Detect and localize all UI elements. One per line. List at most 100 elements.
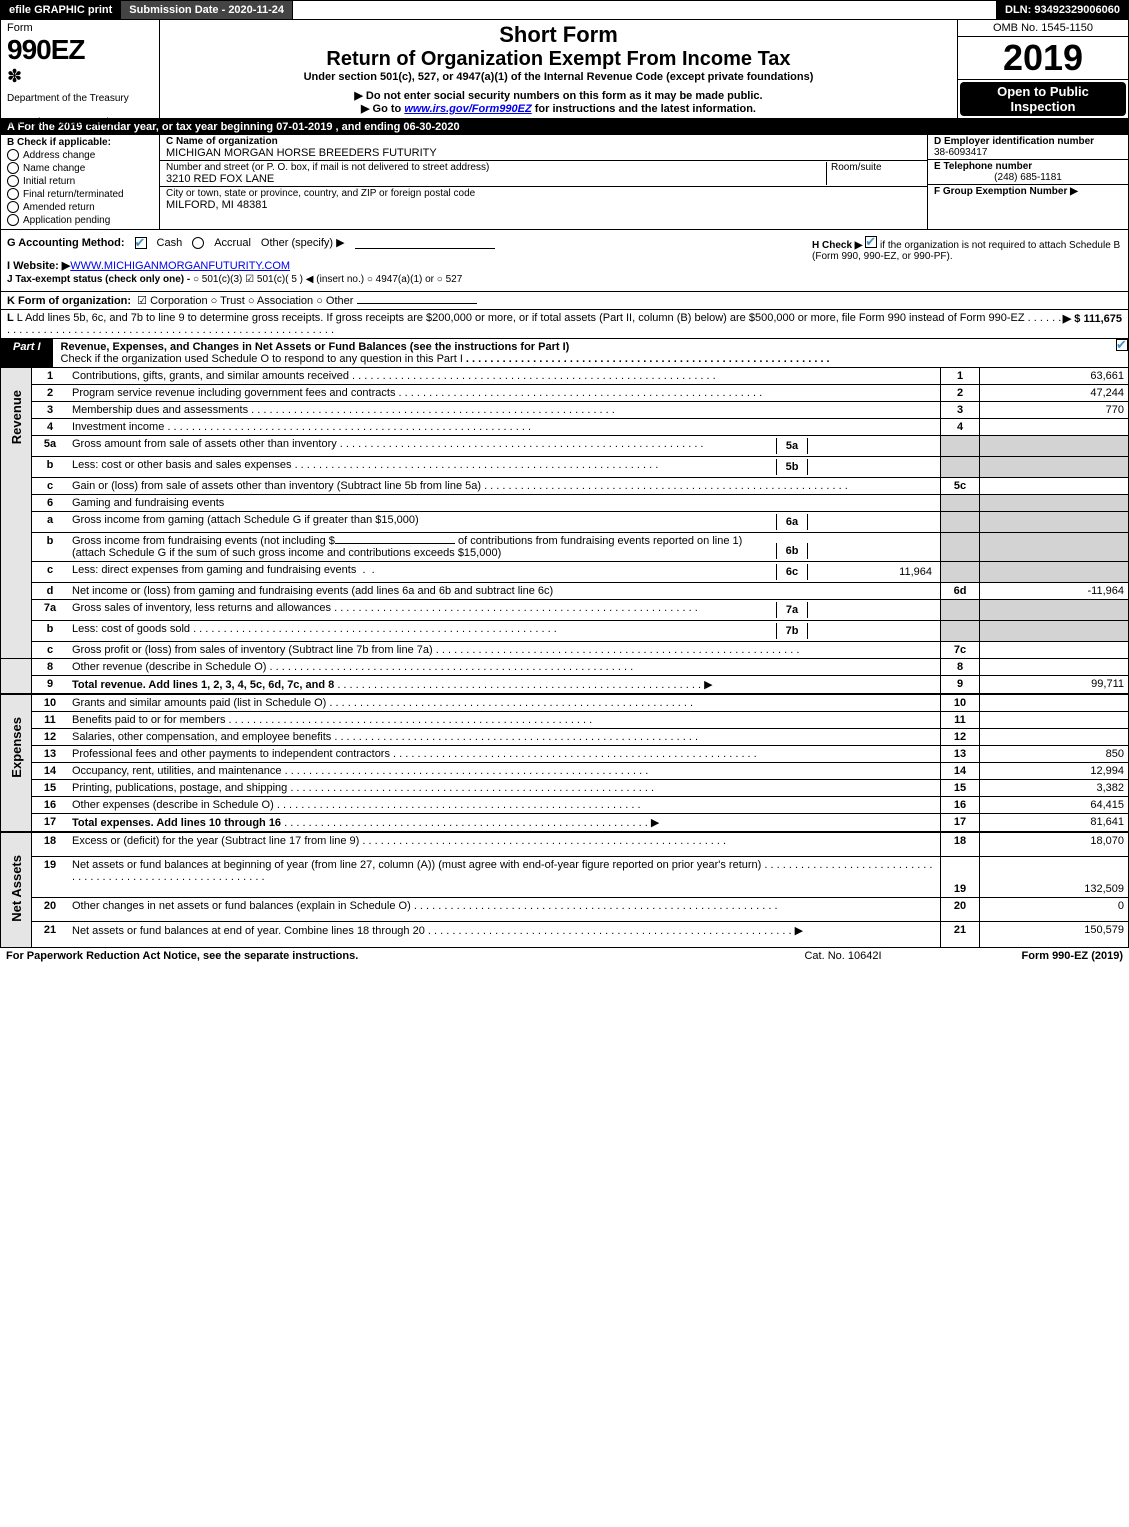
check-amended-return[interactable]: Amended return bbox=[7, 201, 153, 213]
table-row: 16Other expenses (describe in Schedule O… bbox=[1, 797, 1129, 814]
group-exemption-label: F Group Exemption Number ▶ bbox=[934, 186, 1122, 197]
street-address: 3210 RED FOX LANE bbox=[166, 173, 826, 185]
table-row: 3Membership dues and assessments3770 bbox=[1, 402, 1129, 419]
table-row: 6Gaming and fundraising events bbox=[1, 495, 1129, 512]
table-row: bLess: cost or other basis and sales exp… bbox=[1, 457, 1129, 478]
net-assets-sidebar: Net Assets bbox=[9, 835, 24, 942]
other-specify-input[interactable] bbox=[355, 236, 495, 249]
table-row: Expenses10Grants and similar amounts pai… bbox=[1, 694, 1129, 712]
line-j: J Tax-exempt status (check only one) - ○… bbox=[7, 274, 800, 285]
right-header-column: OMB No. 1545-1150 2019 Open to Public In… bbox=[958, 20, 1128, 118]
efile-print[interactable]: efile GRAPHIC print bbox=[1, 1, 121, 19]
room-suite-label: Room/suite bbox=[826, 162, 921, 185]
page-footer: For Paperwork Reduction Act Notice, see … bbox=[0, 948, 1129, 964]
part-i-title: Revenue, Expenses, and Changes in Net As… bbox=[53, 339, 1106, 367]
check-initial-return[interactable]: Initial return bbox=[7, 175, 153, 187]
line-l: L L Add lines 5b, 6c, and 7b to line 9 t… bbox=[0, 310, 1129, 339]
form-number: 990EZ bbox=[7, 34, 153, 66]
ein-label: D Employer identification number bbox=[934, 136, 1122, 147]
tax-year: 2019 bbox=[958, 37, 1128, 80]
table-row: cLess: direct expenses from gaming and f… bbox=[1, 562, 1129, 583]
table-row: 11Benefits paid to or for members11 bbox=[1, 712, 1129, 729]
line-k: K Form of organization: ☑ Corporation ○ … bbox=[0, 292, 1129, 310]
table-row: 20Other changes in net assets or fund ba… bbox=[1, 898, 1129, 922]
part-i-tab: Part I bbox=[1, 339, 53, 367]
open-to-public: Open to Public Inspection bbox=[960, 82, 1126, 116]
table-row: 13Professional fees and other payments t… bbox=[1, 746, 1129, 763]
table-row: 21Net assets or fund balances at end of … bbox=[1, 922, 1129, 947]
footer-right: Form 990-EZ (2019) bbox=[943, 950, 1123, 962]
other-specify: Other (specify) ▶ bbox=[261, 236, 345, 249]
title-column: Short Form Return of Organization Exempt… bbox=[160, 20, 958, 118]
footer-cat: Cat. No. 10642I bbox=[743, 950, 943, 962]
website-url[interactable]: WWW.MICHIGANMORGANFUTURITY.COM bbox=[70, 260, 290, 272]
table-row: 4Investment income4 bbox=[1, 419, 1129, 436]
goto-link[interactable]: ▶ Go to ▶ Go to www.irs.gov/Form990EZ fo… bbox=[168, 102, 949, 115]
box-b-title: B Check if applicable: bbox=[7, 137, 153, 148]
calendar-year-line: A For the 2019 calendar year, or tax yea… bbox=[0, 119, 1129, 135]
table-row: 17Total expenses. Add lines 10 through 1… bbox=[1, 814, 1129, 833]
city-label: City or town, state or province, country… bbox=[166, 188, 921, 199]
form-number-column: Form 990EZ ✽ Department of the Treasury … bbox=[1, 20, 160, 118]
table-row: 19Net assets or fund balances at beginni… bbox=[1, 857, 1129, 898]
ein-value: 38-6093417 bbox=[934, 147, 1122, 158]
topbar-spacer bbox=[293, 1, 997, 19]
table-row: 9Total revenue. Add lines 1, 2, 3, 4, 5c… bbox=[1, 676, 1129, 695]
check-final-return[interactable]: Final return/terminated bbox=[7, 188, 153, 200]
expenses-sidebar: Expenses bbox=[9, 697, 24, 798]
table-row: 14Occupancy, rent, utilities, and mainte… bbox=[1, 763, 1129, 780]
table-row: 8Other revenue (describe in Schedule O)8 bbox=[1, 659, 1129, 676]
table-row: cGross profit or (loss) from sales of in… bbox=[1, 642, 1129, 659]
box-b: B Check if applicable: Address change Na… bbox=[1, 135, 160, 229]
part-i-header: Part I Revenue, Expenses, and Changes in… bbox=[0, 339, 1129, 368]
table-row: 15Printing, publications, postage, and s… bbox=[1, 780, 1129, 797]
phone-label: E Telephone number bbox=[934, 161, 1122, 172]
revenue-sidebar: Revenue bbox=[9, 370, 24, 464]
dept-label: Department of the Treasury bbox=[7, 93, 153, 104]
table-row: Net Assets18Excess or (deficit) for the … bbox=[1, 832, 1129, 857]
org-name-label: C Name of organization bbox=[166, 136, 921, 147]
addr-label: Number and street (or P. O. box, if mail… bbox=[166, 162, 826, 173]
org-name: MICHIGAN MORGAN HORSE BREEDERS FUTURITY bbox=[166, 147, 921, 159]
gross-receipts-amount: ▶ $ 111,675 bbox=[1063, 312, 1122, 336]
entity-info-section: B Check if applicable: Address change Na… bbox=[0, 135, 1129, 230]
radio-accrual[interactable] bbox=[192, 237, 204, 249]
line-g-label: G Accounting Method: bbox=[7, 237, 125, 249]
box-c: C Name of organization MICHIGAN MORGAN H… bbox=[160, 135, 927, 229]
line-i: I Website: ▶WWW.MICHIGANMORGANFUTURITY.C… bbox=[7, 259, 800, 272]
city-state-zip: MILFORD, MI 48381 bbox=[166, 199, 921, 211]
table-row: bGross income from fundraising events (n… bbox=[1, 533, 1129, 562]
checkbox-schedule-o[interactable] bbox=[1116, 339, 1128, 351]
submission-date: Submission Date - 2020-11-24 bbox=[121, 1, 293, 19]
checkbox-cash[interactable] bbox=[135, 237, 147, 249]
table-row: 7aGross sales of inventory, less returns… bbox=[1, 600, 1129, 621]
form-header: Form 990EZ ✽ Department of the Treasury … bbox=[0, 20, 1129, 119]
table-row: bLess: cost of goods sold7b bbox=[1, 621, 1129, 642]
check-name-change[interactable]: Name change bbox=[7, 162, 153, 174]
right-info: D Employer identification number 38-6093… bbox=[927, 135, 1128, 229]
check-address-change[interactable]: Address change bbox=[7, 149, 153, 161]
main-title: Return of Organization Exempt From Incom… bbox=[168, 48, 949, 71]
table-row: dNet income or (loss) from gaming and fu… bbox=[1, 583, 1129, 600]
footer-left: For Paperwork Reduction Act Notice, see … bbox=[6, 950, 743, 962]
checkbox-schedule-b-not-required[interactable] bbox=[865, 236, 877, 248]
table-row: Revenue 1 Contributions, gifts, grants, … bbox=[1, 368, 1129, 385]
finance-table: Revenue 1 Contributions, gifts, grants, … bbox=[0, 368, 1129, 948]
table-row: cGain or (loss) from sale of assets othe… bbox=[1, 478, 1129, 495]
omb-number: OMB No. 1545-1150 bbox=[958, 20, 1128, 37]
section-gh: G Accounting Method: Cash Accrual Other … bbox=[0, 230, 1129, 292]
line-g: G Accounting Method: Cash Accrual Other … bbox=[7, 236, 800, 249]
table-row: 5aGross amount from sale of assets other… bbox=[1, 436, 1129, 457]
line-h: H Check ▶ if the organization is not req… bbox=[806, 230, 1128, 291]
check-application-pending[interactable]: Application pending bbox=[7, 214, 153, 226]
form-word: Form bbox=[7, 22, 153, 34]
under-section-text: Under section 501(c), 527, or 4947(a)(1)… bbox=[168, 71, 949, 83]
table-row: 2Program service revenue including gover… bbox=[1, 385, 1129, 402]
table-row: aGross income from gaming (attach Schedu… bbox=[1, 512, 1129, 533]
irs-label: Internal Revenue Service bbox=[7, 117, 119, 128]
table-row: 12Salaries, other compensation, and empl… bbox=[1, 729, 1129, 746]
dln: DLN: 93492329006060 bbox=[997, 1, 1128, 19]
short-form-title: Short Form bbox=[168, 22, 949, 48]
top-bar: efile GRAPHIC print Submission Date - 20… bbox=[0, 0, 1129, 20]
ssn-warning: ▶ Do not enter social security numbers o… bbox=[168, 89, 949, 102]
